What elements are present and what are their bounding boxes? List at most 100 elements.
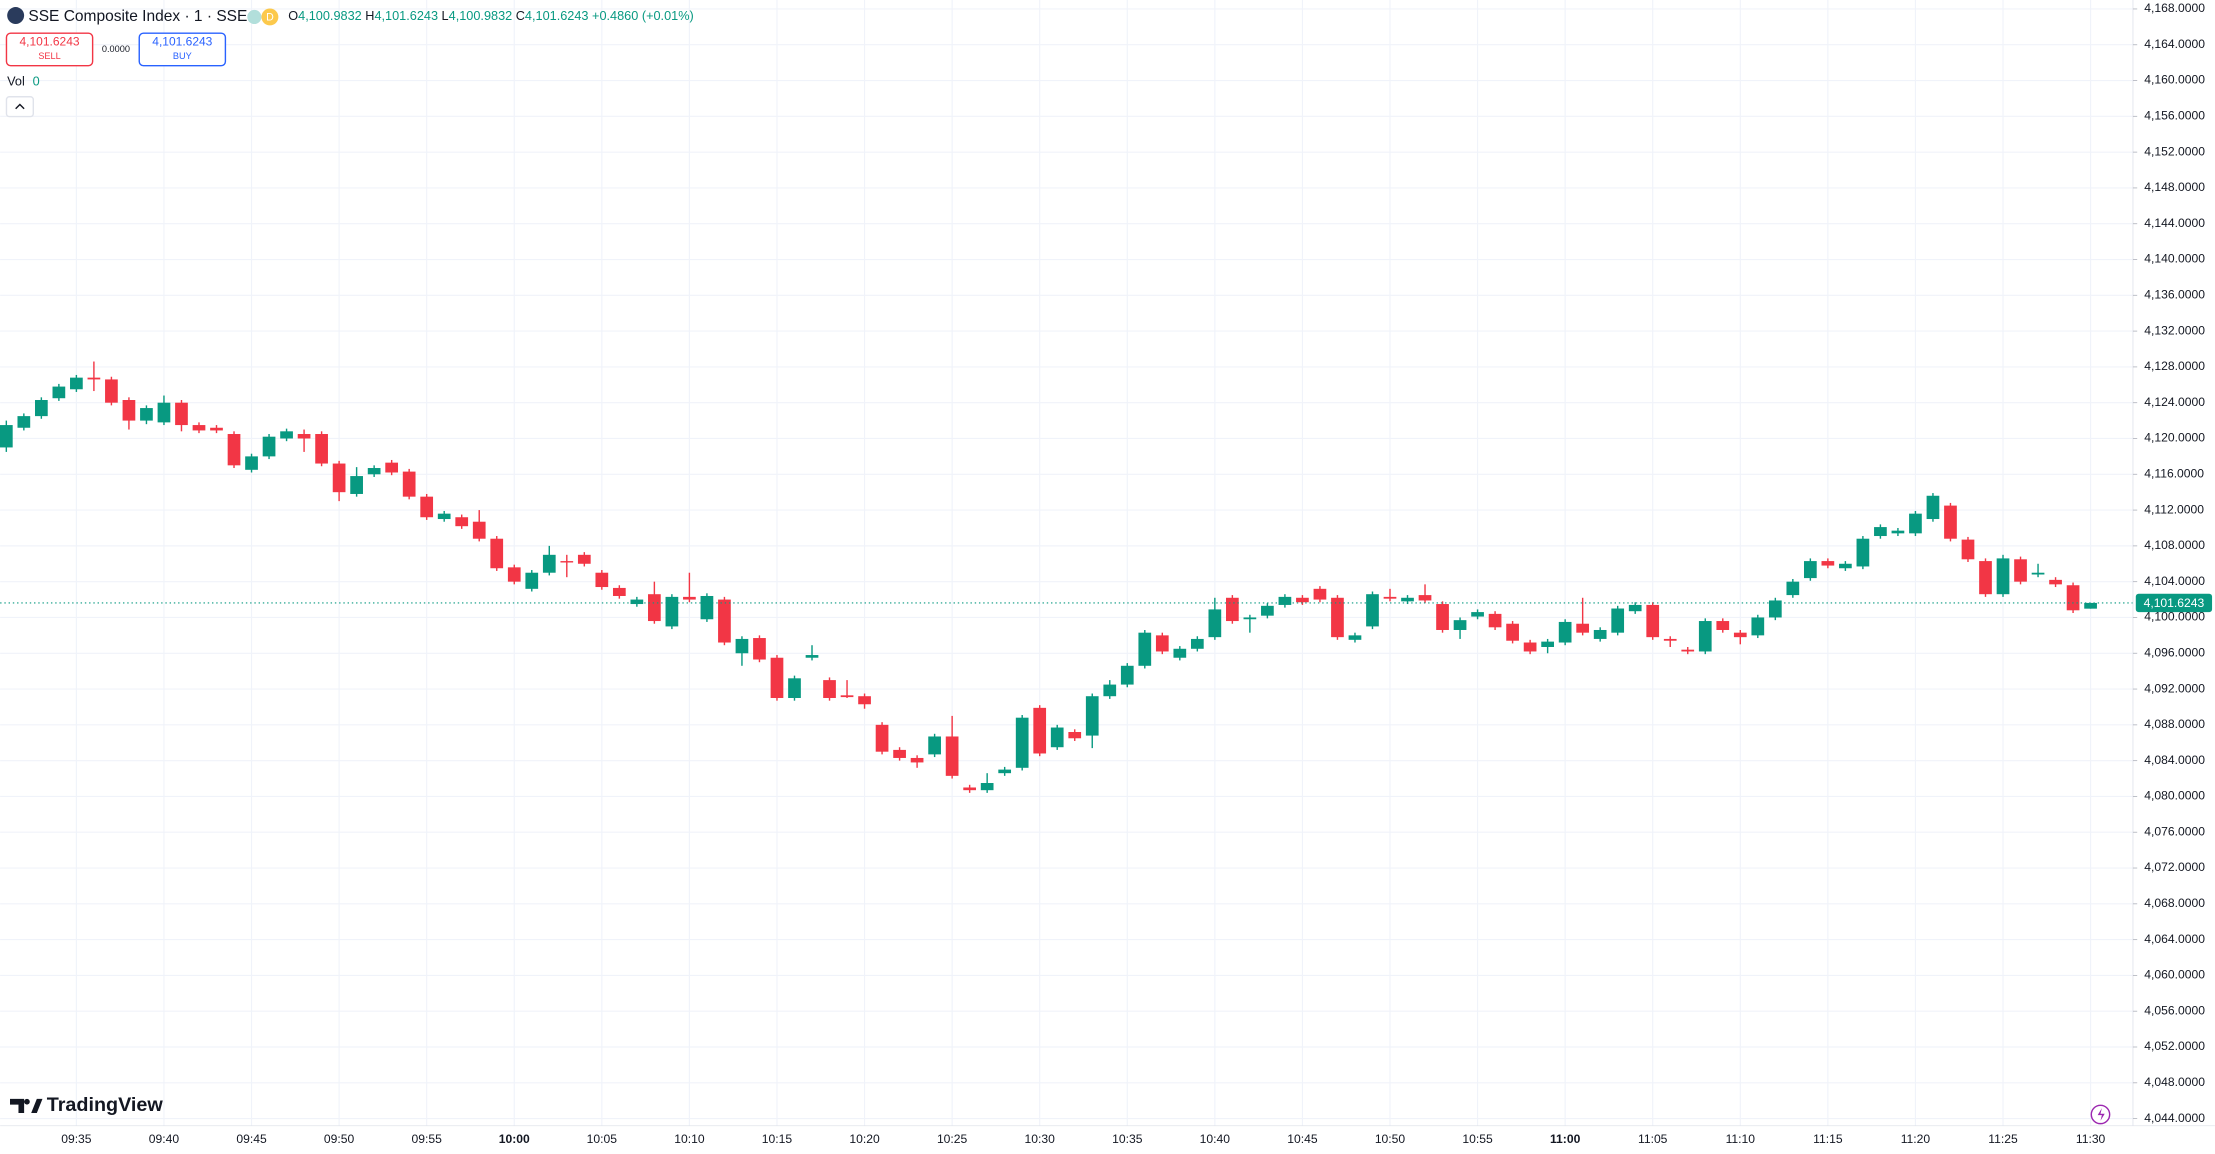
x-tick-label: 11:10 [1726,1132,1756,1146]
symbol-title[interactable]: SSE Composite Index · 1 · SSE [28,8,247,25]
candle-body [1541,641,1554,647]
candle-body [560,561,574,563]
candle-body [1243,617,1257,620]
candle-body [70,377,83,390]
candle-body [963,787,976,791]
x-tick-label: 11:05 [1638,1132,1668,1146]
y-tick-label: 4,088.0000 [2144,717,2205,731]
y-tick-label: 4,148.0000 [2144,180,2205,194]
candle-body [753,638,766,660]
candle-body [1996,558,2010,595]
candle-body [140,408,153,421]
candle-body [1593,629,1607,639]
candle-body [1506,623,1519,641]
x-tick-label: 10:05 [587,1132,618,1146]
candle-body [87,377,101,380]
candle-body [52,386,66,399]
candle-body [192,425,206,431]
y-tick-label: 4,072.0000 [2144,860,2205,874]
y-tick-label: 4,092.0000 [2144,681,2205,695]
y-tick-label: 4,096.0000 [2144,645,2205,659]
sell-box[interactable] [5,32,94,67]
candle-body [262,436,276,457]
candle-body [1488,613,1502,628]
candle-body [0,425,13,448]
candle-body [455,517,469,527]
y-tick-label: 4,080.0000 [2144,789,2205,803]
candle-body [1085,696,1099,736]
candle-body [1961,539,1975,560]
y-tick-label: 4,084.0000 [2144,753,2205,767]
y-tick-label: 4,156.0000 [2144,109,2205,123]
candle-body [2049,579,2062,585]
candle-body [1471,612,1484,617]
candle-body [210,427,223,431]
candle-body [1751,617,1765,636]
grid-layer [0,0,2133,1126]
x-tick-label: 10:55 [1462,1132,1493,1146]
candle-body [1120,665,1134,685]
candle-body [840,695,854,698]
candle-body [122,400,136,421]
x-tick-label: 11:20 [1901,1132,1931,1146]
collapse-button[interactable] [5,96,35,118]
x-tick-label: 09:35 [61,1132,92,1146]
y-tick-label: 4,060.0000 [2144,968,2205,982]
badge-bg [261,8,279,26]
candle-body [157,402,171,423]
candle-body [1926,495,1940,520]
sell-button[interactable]: 4,101.6243 SELL [5,32,94,67]
y-tick-label: 4,164.0000 [2144,37,2205,51]
candle-body [1383,596,1397,599]
candle-body [402,471,416,497]
y-tick-label: 4,136.0000 [2144,288,2205,302]
y-tick-label: 4,160.0000 [2144,73,2205,87]
candle-body [1698,621,1712,652]
candle-body [1733,632,1747,638]
x-tick-label: 10:00 [499,1132,530,1146]
candle-body [1803,561,1817,579]
y-tick-label: 4,048.0000 [2144,1075,2205,1089]
ohlc-label: C [516,8,525,23]
buy-label[interactable]: BUY [173,51,192,61]
collapse-icon [15,103,25,110]
y-tick-label: 4,124.0000 [2144,395,2205,409]
x-tick-label: 09:45 [236,1132,267,1146]
candle-body [1716,621,1730,630]
y-tick-label: 4,112.0000 [2144,502,2204,516]
candle-body [1190,638,1204,649]
candle-body [1173,648,1187,658]
candle-body [928,736,941,755]
sell-label[interactable]: SELL [38,51,60,61]
price-label: 4,101.6243 [2144,596,2205,610]
candle-body [945,736,959,776]
candle-body [227,434,241,466]
candle-body [630,599,644,605]
y-tick-label: 4,104.0000 [2144,574,2205,588]
candle-body [788,678,801,699]
candle-body [805,655,819,658]
y-tick-label: 4,168.0000 [2144,1,2205,15]
x-tick-label: 10:40 [1200,1132,1231,1146]
buy-box[interactable] [138,32,227,67]
x-tick-label: 11:15 [1813,1132,1843,1146]
logo-mark [9,1098,43,1114]
x-tick-label: 10:45 [1287,1132,1318,1146]
candle-body [542,554,556,573]
buy-button[interactable]: 4,101.6243 BUY [138,32,227,67]
candle-body [910,757,924,763]
candle-body [577,554,591,564]
buy-price[interactable]: 4,101.6243 [152,35,212,49]
candle-body [1786,581,1800,596]
candle-body [1453,620,1467,630]
candle-body [17,416,31,428]
ohlc-value: 4,100.9832 [449,8,513,23]
candle-body [332,463,346,493]
y-tick-label: 4,064.0000 [2144,932,2205,946]
y-tick-label: 4,120.0000 [2144,431,2205,445]
sell-price[interactable]: 4,101.6243 [20,35,80,49]
candle-body [437,513,451,520]
candle-body [612,587,626,596]
ohlc-line: O4,100.9832 H4,101.6243 L4,100.9832 C4,1… [288,8,693,23]
y-tick-label: 4,132.0000 [2144,323,2205,337]
